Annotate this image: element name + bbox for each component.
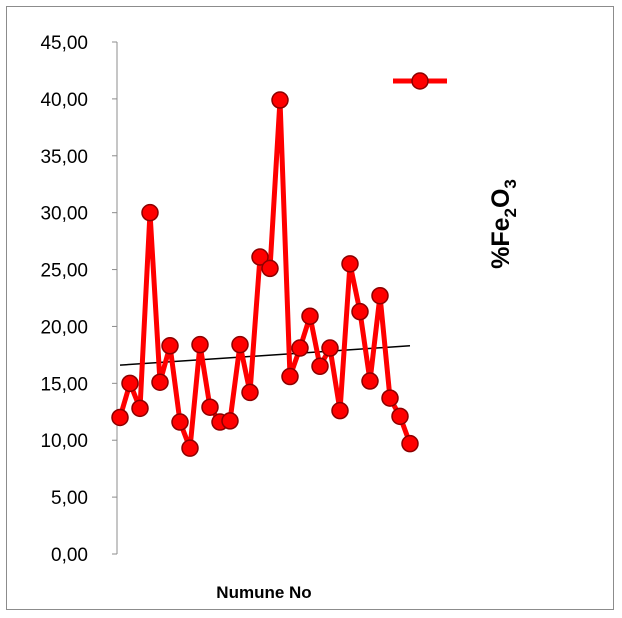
data-point — [191, 335, 209, 354]
data-point — [301, 307, 319, 325]
data-point — [111, 408, 129, 427]
y-tick-label: 40,00 — [40, 90, 88, 111]
data-point — [351, 302, 369, 321]
data-point — [341, 255, 359, 273]
x-axis-title: Numune No — [216, 583, 311, 602]
data-point — [271, 91, 289, 109]
data-point — [231, 335, 249, 354]
data-point — [141, 203, 159, 222]
data-point — [201, 398, 219, 416]
y-tick-label: 25,00 — [40, 261, 88, 282]
data-point — [181, 439, 199, 457]
data-point — [331, 401, 349, 420]
data-point — [311, 357, 329, 376]
y-ticks: 0,00 5,00 10,00 15,00 20,00 25,00 30,00 35,00 40… — [40, 33, 117, 566]
data-point — [261, 259, 279, 278]
y-tick-label: 15,00 — [40, 374, 88, 395]
data-point — [251, 248, 269, 266]
y-tick-label: 5,00 — [51, 488, 88, 509]
series-group — [111, 91, 419, 457]
data-point — [121, 374, 139, 393]
y-tick-label: 0,00 — [51, 545, 88, 566]
data-point — [151, 373, 169, 391]
data-point — [391, 407, 409, 426]
data-point — [381, 389, 399, 407]
data-point — [291, 339, 309, 357]
y-tick-label: 30,00 — [40, 204, 88, 225]
legend-marker-sample — [411, 72, 429, 90]
data-point — [321, 339, 339, 357]
series-name-label: %Fe2O3 — [487, 179, 520, 269]
data-point — [371, 286, 389, 305]
data-point — [221, 412, 239, 430]
data-point — [401, 434, 419, 453]
data-point — [171, 413, 189, 431]
trendline-group — [119, 345, 411, 366]
data-point — [361, 372, 379, 390]
legend — [393, 72, 447, 90]
data-point — [131, 399, 149, 418]
data-point — [281, 367, 299, 386]
y-tick-label: 45,00 — [40, 33, 88, 54]
trendline — [119, 345, 411, 366]
y-tick-label: 20,00 — [40, 317, 88, 338]
y-tick-label: 10,00 — [40, 431, 88, 452]
data-point — [161, 337, 179, 355]
y-tick-label: 35,00 — [40, 147, 88, 168]
data-point — [241, 383, 259, 402]
